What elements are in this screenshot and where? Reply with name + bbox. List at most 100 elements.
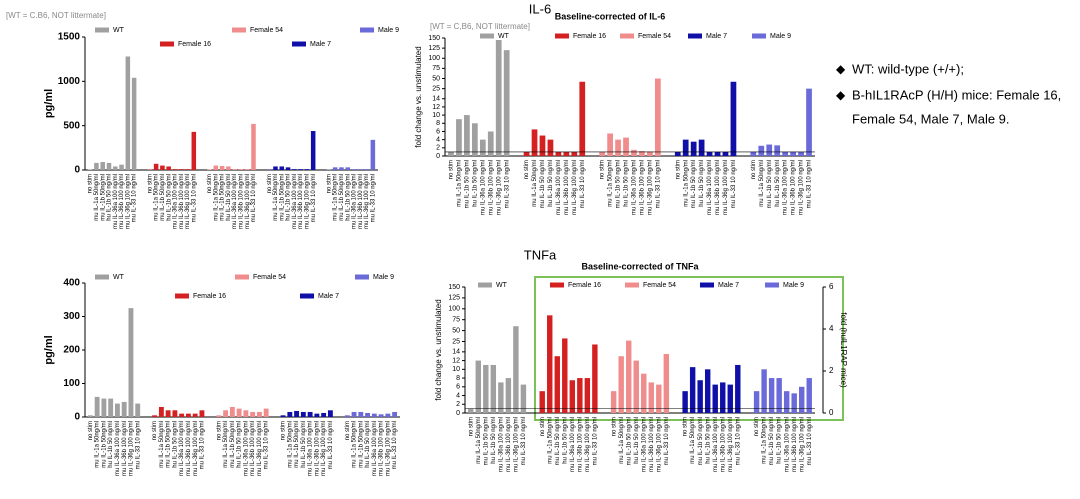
x-tick-label: mu IL-36b 100 ng/ml [640, 160, 646, 215]
x-tick-label: no stim [216, 421, 222, 440]
x-tick-label: mu IL-36g 100 ng/ml [572, 160, 578, 215]
x-tick-label: mu IL-1a 50ng/ml [476, 417, 482, 464]
bar [790, 151, 796, 156]
bar [339, 167, 344, 170]
y2-axis-label: fold (hulL1RAP mice) [839, 312, 848, 388]
legend-swatch [175, 293, 189, 299]
legend-label: Female 54 [638, 33, 671, 40]
x-tick-label: mu IL-36g 100 ng/ml [723, 160, 729, 215]
x-tick-label: hu IL-1b 50 ng/ml [172, 421, 178, 468]
bar [229, 406, 235, 417]
x-tick-label: mu IL-36g 100 ng/ml [585, 417, 591, 472]
legend-label: WT [113, 27, 125, 34]
x-tick-label: hu IL-1b 50 ng/ml [108, 421, 114, 468]
y-tick-label: 500 [63, 120, 80, 131]
legend-label: Male 7 [718, 282, 739, 289]
bar [712, 384, 718, 413]
x-tick-label: mu IL-1a 50ng/ml [154, 174, 160, 221]
x-tick-label: hu IL-1b 50 ng/ml [634, 417, 640, 464]
bar [750, 151, 757, 156]
bar [371, 413, 377, 417]
x-tick-label: mu IL-1b 50 ng/ml [626, 417, 632, 465]
bar [495, 40, 502, 156]
bar [505, 378, 512, 413]
x-tick-label: mu IL-1a 50ng/ml [352, 421, 358, 468]
bar [351, 169, 357, 170]
legend-label: Male 9 [783, 282, 804, 289]
y-tick-label: 25 [452, 338, 460, 345]
bar [555, 151, 562, 156]
bar [185, 169, 190, 170]
bar [378, 414, 384, 417]
x-tick-label: mu IL-33 10 ng/ml [251, 174, 257, 222]
section-title: IL-6 [529, 1, 551, 16]
x-tick-label: hu IL-1b 50 ng/ml [624, 160, 630, 207]
bar [153, 163, 159, 170]
x-tick-label: mu IL-36a 100 ng/ml [556, 160, 562, 215]
bar [385, 413, 391, 417]
bar [106, 162, 112, 170]
bar [119, 164, 124, 170]
x-tick-label: mu IL-1a 50ng/ml [690, 417, 696, 464]
legend-swatch [95, 274, 109, 280]
y-tick-label: 100 [63, 378, 80, 389]
y-tick-label: 25 [432, 85, 440, 92]
bar [223, 410, 229, 417]
legend-swatch [95, 27, 109, 33]
x-tick-label: mu IL-36b 100 ng/ml [564, 160, 570, 215]
x-tick-label: no stim [345, 421, 351, 440]
bar [285, 167, 291, 170]
x-tick-label: mu IL-36b 100 ng/ml [792, 417, 798, 472]
bar [727, 384, 733, 413]
bar [720, 382, 726, 413]
y-tick-label: 8 [436, 120, 440, 127]
bar [298, 169, 303, 170]
bar [475, 360, 481, 413]
legend-label: Female 16 [193, 293, 226, 300]
note-text: Female 54, Male 7, Male 9. [852, 111, 1010, 126]
legend-label: Male 9 [770, 33, 791, 40]
y-tick-label: 4 [456, 392, 460, 399]
bar [314, 413, 320, 417]
x-tick-label: no stim [147, 174, 153, 193]
y-tick-label: 14 [452, 349, 460, 356]
bar [166, 166, 171, 170]
bar [753, 391, 760, 413]
bar [185, 413, 191, 417]
chart-note: [WT = C.B6, NOT littermate] [6, 11, 106, 20]
y-tick-label: 0 [74, 412, 80, 423]
bar [172, 410, 178, 417]
bar [179, 413, 185, 417]
bar [562, 338, 568, 413]
bar [464, 115, 470, 156]
bar [213, 165, 219, 170]
x-tick-label: mu IL-1b 50 ng/ml [540, 160, 546, 208]
x-tick-label: mu IL-36g 100 ng/ml [728, 417, 734, 472]
bar [456, 119, 462, 156]
x-tick-label: mu IL-36b 100 ng/ml [119, 174, 125, 229]
legend-label: WT [498, 33, 510, 40]
bar [448, 151, 454, 156]
bar [364, 169, 369, 170]
x-tick-label: mu IL-36g 100 ng/ml [656, 417, 662, 472]
bar [607, 133, 613, 156]
bar [479, 139, 486, 156]
y-tick-label: 100 [448, 306, 460, 313]
x-tick-label: mu IL-36g 100 ng/ml [799, 160, 805, 215]
bar [287, 411, 293, 417]
bar [178, 169, 184, 170]
legend-swatch [625, 282, 639, 288]
x-tick-label: mu IL-36a 100 ng/ml [352, 174, 358, 229]
bar [554, 356, 560, 413]
bar [392, 411, 398, 417]
bar [158, 406, 164, 417]
bar [761, 369, 767, 413]
legend-swatch [292, 41, 306, 47]
bar [365, 412, 371, 417]
x-tick-label: hu IL-1b 50 ng/ml [286, 174, 292, 221]
x-tick-label: mu IL-36a 100 ng/ml [632, 160, 638, 215]
bar [633, 360, 639, 413]
y-tick-label: 14 [432, 96, 440, 103]
bar [539, 135, 546, 156]
y-tick-label: 4 [436, 136, 440, 143]
